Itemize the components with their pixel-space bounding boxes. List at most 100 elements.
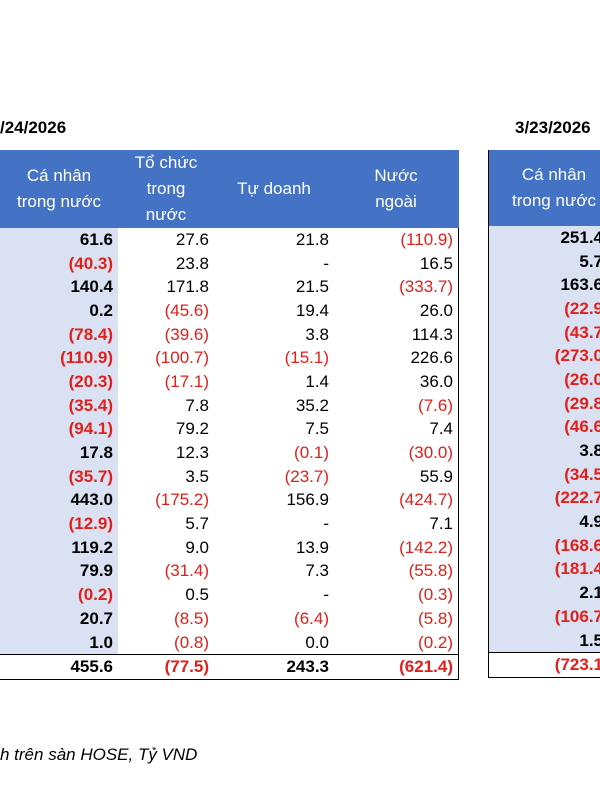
cell-individual: 1.0: [0, 630, 118, 655]
table-row: (34.5: [488, 462, 600, 487]
table-row: 140.4 171.8 21.5 (333.7): [0, 275, 459, 300]
table-row: 1.0 (0.8) 0.0 (0.2): [0, 630, 459, 655]
table-row: 0.2 (45.6) 19.4 26.0: [0, 299, 459, 323]
cell-foreign: (5.8): [334, 607, 459, 631]
cell-individual: (29.8: [488, 391, 600, 416]
cell-individual: (222.7: [488, 486, 600, 511]
cell-individual: (168.6: [488, 533, 600, 558]
cell-individual: 2.1: [488, 581, 600, 605]
table-row: (26.0: [488, 368, 600, 392]
header-proprietary-line-1: Tự doanh: [237, 179, 311, 198]
cell-foreign: (333.7): [334, 275, 459, 300]
cell-individual: 163.6: [488, 273, 600, 298]
table-row: (22.9: [488, 297, 600, 321]
cell-foreign: (110.9): [334, 228, 459, 252]
cell-proprietary: -: [323, 514, 329, 534]
cell-proprietary: 1.4: [305, 371, 329, 391]
table-row: 119.2 9.0 13.9 (142.2): [0, 535, 459, 560]
cell-institution: (0.8): [174, 632, 209, 652]
table-row: 17.8 12.3 (0.1) (30.0): [0, 441, 459, 465]
table-row: 443.0 (175.2) 156.9 (424.7): [0, 488, 459, 513]
cell-institution: (8.5): [174, 608, 209, 628]
cell-individual: (106.7: [488, 605, 600, 629]
footnote: h trên sàn HOSE, Tỷ VND: [0, 745, 198, 764]
cell-institution: 9.0: [185, 537, 209, 557]
cell-individual: 79.9: [0, 559, 118, 584]
cell-foreign: (30.0): [334, 441, 459, 465]
cell-proprietary: 7.5: [305, 419, 329, 439]
table-row: 3.8: [488, 439, 600, 463]
total-row: (723.1: [488, 652, 600, 679]
table-row: 79.9 (31.4) 7.3 (55.8): [0, 559, 459, 584]
table-row: (222.7: [488, 486, 600, 511]
cell-institution: (45.6): [164, 300, 209, 320]
trading-table-left: Cá nhân trong nước Tổ chức trong nước Tự…: [0, 150, 459, 681]
header-foreign: Nước ngoài: [334, 150, 459, 228]
cell-foreign: 55.9: [334, 464, 459, 489]
cell-individual: (181.4: [488, 557, 600, 582]
cell-proprietary: 0.0: [305, 632, 329, 652]
table-row: (40.3) 23.8 -16.5: [0, 251, 459, 276]
cell-individual: 4.9: [488, 510, 600, 534]
table-row: (29.8: [488, 391, 600, 416]
cell-proprietary: -: [323, 585, 329, 605]
cell-foreign: (0.3): [334, 583, 459, 607]
cell-proprietary: 243.3: [214, 654, 334, 681]
header-institution-line-2: trong: [146, 179, 186, 198]
cell-proprietary: 21.5: [295, 277, 329, 297]
cell-proprietary: 35.2: [295, 395, 329, 415]
cell-individual: 140.4: [0, 275, 118, 300]
cell-proprietary: -: [323, 253, 329, 273]
cell-institution: 3.5: [185, 466, 209, 486]
cell-foreign: (142.2): [334, 535, 459, 560]
cell-proprietary: 13.9: [295, 537, 329, 557]
table-row: 2.1: [488, 581, 600, 605]
cell-foreign: (424.7): [334, 488, 459, 513]
cell-individual: 443.0: [0, 488, 118, 513]
cell-institution: 23.8: [175, 253, 209, 273]
table-row: 61.6 27.6 21.8 (110.9): [0, 228, 459, 252]
cell-foreign: 226.6: [334, 346, 459, 371]
cell-foreign: 7.4: [334, 417, 459, 442]
right-header-individual: Cá nhân trong nước: [488, 150, 600, 226]
cell-foreign: (55.8): [334, 559, 459, 584]
cell-individual: 455.6: [0, 654, 118, 681]
table-row: (168.6: [488, 533, 600, 558]
table-row: 1.5: [488, 628, 600, 653]
table-row: (110.9) (100.7) (15.1) 226.6: [0, 346, 459, 371]
cell-foreign: (621.4): [334, 654, 459, 681]
header-institution: Tổ chức trong nước: [118, 150, 214, 228]
cell-individual: (35.4): [0, 393, 118, 418]
table-row: 163.6: [488, 273, 600, 298]
cell-individual: (22.9: [488, 297, 600, 321]
cell-individual: (110.9): [0, 346, 118, 371]
cell-institution: (39.6): [164, 324, 209, 344]
cell-individual: 61.6: [0, 228, 118, 252]
trading-table-right: Cá nhân trong nước 251.4 5.7 163.6 (22.9 (43…: [488, 150, 600, 679]
cell-institution: 171.8: [166, 277, 209, 297]
cell-institution: (31.4): [164, 561, 209, 581]
table-row: 20.7 (8.5) (6.4) (5.8): [0, 607, 459, 631]
cell-foreign: 7.1: [334, 512, 459, 536]
table-row: (35.7) 3.5 (23.7) 55.9: [0, 464, 459, 489]
table-row: (78.4) (39.6) 3.8 114.3: [0, 322, 459, 347]
cell-foreign: 16.5: [334, 251, 459, 276]
cell-individual: 17.8: [0, 441, 118, 465]
date-label-left: /24/2026: [0, 118, 67, 137]
header-individual-line-2: trong nước: [17, 192, 101, 211]
cell-individual: 5.7: [488, 249, 600, 274]
cell-proprietary: (23.7): [284, 466, 329, 486]
table-row: (181.4: [488, 557, 600, 582]
header-row: Cá nhân trong nước Tổ chức trong nước Tự…: [0, 150, 459, 228]
cell-individual: (0.2): [0, 583, 118, 607]
cell-individual: (43.7: [488, 320, 600, 345]
cell-proprietary: 7.3: [305, 561, 329, 581]
table-row: 4.9: [488, 510, 600, 534]
cell-proprietary: 21.8: [295, 229, 329, 249]
header-proprietary: Tự doanh: [214, 150, 334, 228]
cell-institution: (77.5): [118, 654, 214, 681]
table-row: (94.1) 79.2 7.5 7.4: [0, 417, 459, 442]
date-label-right: 3/23/2026: [515, 118, 591, 137]
cell-proprietary: 156.9: [286, 490, 329, 510]
table-row: (12.9) 5.7 -7.1: [0, 512, 459, 536]
